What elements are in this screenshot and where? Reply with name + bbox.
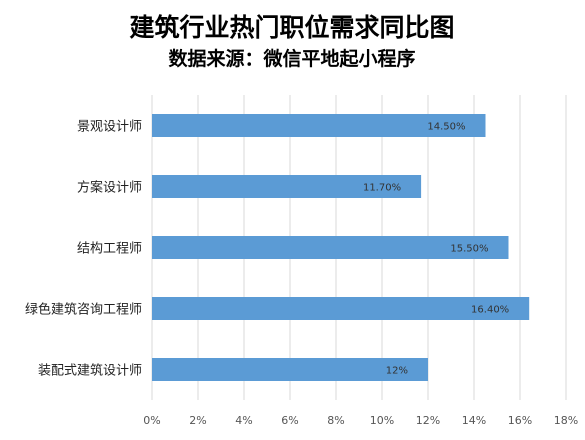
chart-title: 建筑行业热门职位需求同比图 [129, 13, 454, 42]
category-label: 装配式建筑设计师 [38, 363, 142, 379]
x-tick-label: 16% [508, 414, 532, 427]
x-tick-label: 2% [189, 414, 206, 427]
data-labels: 14.50% 11.70% 15.50% 16.40% 12% [363, 122, 509, 377]
category-label: 方案设计师 [77, 180, 142, 196]
x-tick-label: 10% [370, 414, 394, 427]
bars [152, 114, 530, 381]
category-label: 绿色建筑咨询工程师 [25, 302, 142, 318]
bar [152, 297, 530, 320]
bar [152, 358, 428, 381]
data-label: 14.50% [427, 122, 465, 133]
chart-subtitle: 数据来源：微信平地起小程序 [168, 47, 415, 70]
x-tick-labels: 0% 2% 4% 6% 8% 10% 12% 14% 16% 18% [143, 414, 578, 427]
data-label: 11.70% [363, 183, 401, 194]
data-label: 12% [386, 366, 408, 377]
bar [152, 114, 486, 137]
bar [152, 236, 509, 259]
category-label: 结构工程师 [77, 242, 142, 257]
x-tick-label: 14% [462, 414, 486, 427]
data-label: 15.50% [450, 244, 488, 255]
x-tick-label: 6% [281, 414, 298, 427]
x-tick-label: 18% [554, 414, 578, 427]
category-label: 景观设计师 [77, 120, 142, 135]
bar [152, 175, 422, 198]
x-tick-label: 4% [235, 414, 252, 427]
x-tick-label: 8% [327, 414, 344, 427]
data-label: 16.40% [471, 305, 509, 316]
x-tick-label: 12% [416, 414, 440, 427]
x-tick-label: 0% [143, 414, 160, 427]
